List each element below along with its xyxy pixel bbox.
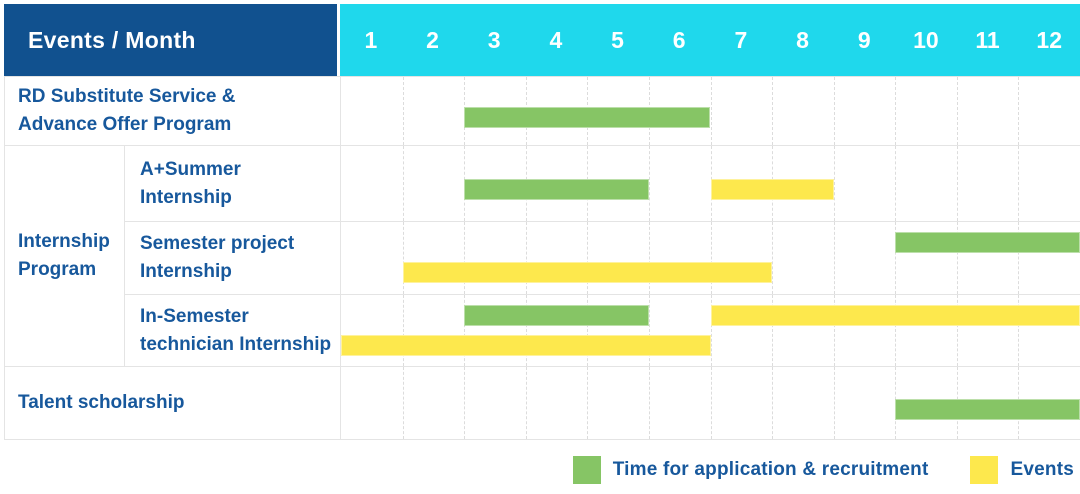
gantt-table: Events / Month 1 2 3 4 5 6 7 8 9 10 11 12 RD Substi… [4, 4, 1080, 440]
chart-cell [340, 366, 1080, 440]
months-header: 1 2 3 4 5 6 7 8 9 10 11 12 [340, 4, 1080, 76]
month-gridline [895, 295, 897, 366]
page-title: Events / Month [28, 26, 196, 53]
month-gridline [402, 222, 404, 294]
month-gridline [1018, 77, 1020, 145]
month-gridline [1018, 146, 1020, 221]
month-gridline [648, 295, 650, 366]
legend-item: Time for application & recruitment [572, 456, 929, 484]
gantt-bar-application [464, 305, 649, 326]
month-gridline [956, 146, 958, 221]
month-gridline [587, 295, 589, 366]
month-gridline [710, 222, 712, 294]
gantt-bar-application [895, 398, 1080, 420]
month-gridline [956, 77, 958, 145]
month-gridline [772, 77, 774, 145]
month-gridline [772, 367, 774, 439]
month-gridline [525, 295, 527, 366]
row-label: Talent scholarship [18, 392, 185, 413]
row-label-cell: Talent scholarship [4, 366, 340, 440]
row-label-cell: A+Summer Internship [124, 145, 340, 221]
month-label: 3 [487, 26, 501, 53]
chart-cell [340, 294, 1080, 366]
month-label: 1 [364, 26, 378, 53]
month-gridline [464, 222, 466, 294]
month-gridline [402, 367, 404, 439]
month-gridline [956, 222, 958, 294]
month-label: 5 [611, 26, 624, 53]
month-label: 6 [672, 26, 686, 53]
gantt-bar-event [402, 262, 773, 283]
legend-swatch-application [572, 456, 601, 484]
gantt-bar-event [710, 179, 834, 200]
month-label: 4 [549, 26, 563, 53]
month-gridline [587, 367, 589, 439]
gantt-bar-event [710, 305, 1080, 326]
gantt-bar-application [464, 179, 649, 200]
month-gridline [648, 222, 650, 294]
month-gridline [833, 295, 835, 366]
month-label: 7 [734, 26, 748, 53]
gantt-bar-application [895, 232, 1080, 253]
month-gridline [525, 222, 527, 294]
month-gridline [833, 222, 835, 294]
month-gridline [833, 77, 835, 145]
month-gridline [648, 367, 650, 439]
chart-cell [340, 76, 1080, 145]
group-label: Internship Program [18, 231, 110, 280]
row-label-cell: Semester project Internship [124, 221, 340, 294]
legend-label: Time for application & recruitment [612, 459, 929, 480]
row-label: A+Summer Internship [140, 158, 241, 208]
month-gridline [895, 222, 897, 294]
month-gridline [710, 295, 712, 366]
month-gridline [402, 295, 404, 366]
row-label: In-Semester technician Internship [140, 305, 332, 355]
row-label: RD Substitute Service & Advance Offer Pr… [18, 86, 236, 135]
month-gridline [525, 367, 527, 439]
month-gridline [1018, 295, 1020, 366]
month-gridline [710, 77, 712, 145]
row-label-cell: RD Substitute Service & Advance Offer Pr… [4, 76, 340, 145]
month-gridline [587, 222, 589, 294]
month-gridline [833, 146, 835, 221]
group-label-cell: Internship Program [4, 145, 124, 366]
month-label: 11 [975, 26, 1000, 53]
chart-cell [340, 221, 1080, 294]
legend-swatch-event [970, 456, 999, 484]
month-gridline [402, 146, 404, 221]
month-gridline [772, 222, 774, 294]
month-label: 12 [1036, 26, 1063, 53]
month-label: 8 [796, 26, 809, 53]
month-label: 2 [426, 26, 439, 53]
month-gridline [772, 295, 774, 366]
gantt-bar-event [341, 335, 711, 356]
month-gridline [833, 367, 835, 439]
legend-item: Events [970, 456, 1074, 484]
month-gridline [956, 295, 958, 366]
legend: Time for application & recruitment Events [572, 456, 1074, 484]
gantt-bar-application [464, 106, 711, 128]
header-title-cell: Events / Month [4, 4, 340, 76]
chart-cell [340, 145, 1080, 221]
month-label: 10 [913, 26, 939, 53]
month-gridline [1018, 222, 1020, 294]
month-gridline [464, 367, 466, 439]
month-gridline [464, 295, 466, 366]
legend-label: Events [1010, 459, 1074, 480]
month-gridline [648, 146, 650, 221]
month-gridline [895, 77, 897, 145]
month-gridline [402, 77, 404, 145]
month-label: 9 [857, 26, 871, 53]
month-gridline [710, 367, 712, 439]
row-label-cell: In-Semester technician Internship [124, 294, 340, 366]
row-label: Semester project Internship [140, 233, 295, 282]
month-gridline [895, 146, 897, 221]
